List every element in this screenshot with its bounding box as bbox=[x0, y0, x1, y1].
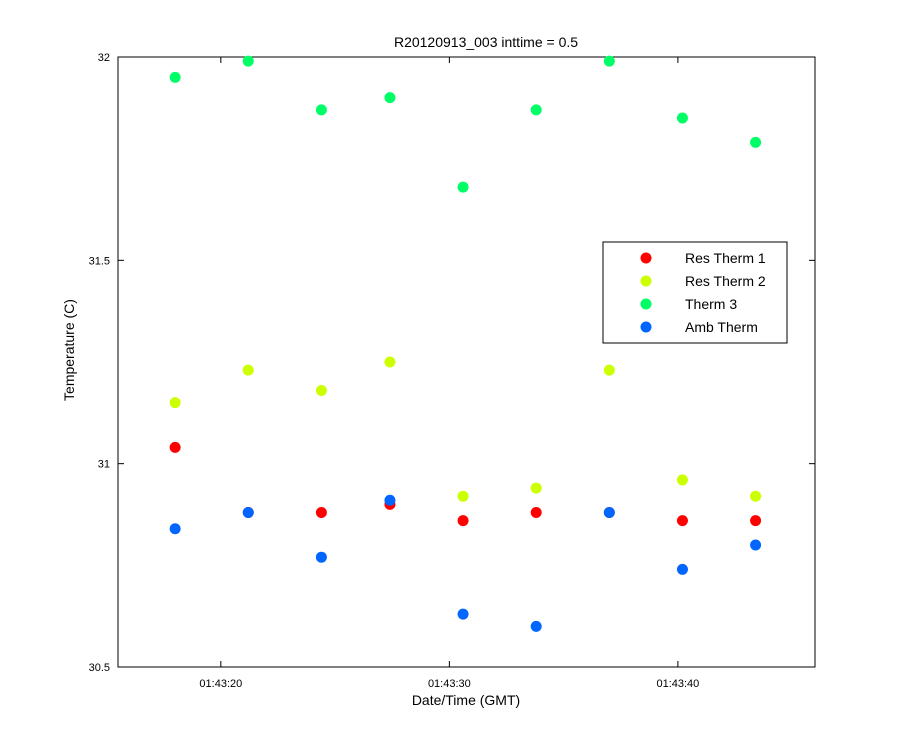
point-therm-3 bbox=[315, 104, 327, 116]
plot-area-frame bbox=[117, 56, 816, 668]
point-res-therm-1 bbox=[457, 515, 469, 527]
point-res-therm-2 bbox=[457, 490, 469, 502]
point-amb-therm bbox=[242, 506, 254, 518]
y-tick-label: 32 bbox=[98, 52, 110, 64]
point-amb-therm bbox=[315, 551, 327, 563]
y-axis-title: Temperature (C) bbox=[61, 299, 77, 401]
y-tick-label: 30.5 bbox=[89, 662, 110, 674]
point-therm-3 bbox=[242, 55, 254, 67]
legend-label-res-therm-2: Res Therm 2 bbox=[685, 273, 766, 289]
x-tick-label: 01:43:20 bbox=[199, 678, 242, 690]
point-therm-3 bbox=[603, 55, 615, 67]
x-tick-label: 01:43:30 bbox=[428, 678, 471, 690]
legend-marker-therm-3 bbox=[640, 298, 652, 310]
x-tick-label: 01:43:40 bbox=[656, 678, 699, 690]
legend-label-amb-therm: Amb Therm bbox=[685, 319, 758, 335]
point-res-therm-2 bbox=[315, 384, 327, 396]
y-axis-ticks: 30.5 31 31.5 32 bbox=[89, 52, 815, 674]
point-res-therm-1 bbox=[530, 506, 542, 518]
legend: Res Therm 1 Res Therm 2 Therm 3 Amb Therm bbox=[602, 241, 788, 344]
point-res-therm-1 bbox=[676, 515, 688, 527]
series-res-therm-2 bbox=[169, 356, 762, 502]
point-therm-3 bbox=[676, 112, 688, 124]
point-res-therm-1 bbox=[750, 515, 762, 527]
point-amb-therm bbox=[169, 523, 181, 535]
point-res-therm-2 bbox=[169, 397, 181, 409]
series-therm-3 bbox=[169, 55, 762, 193]
x-axis-title: Date/Time (GMT) bbox=[412, 692, 520, 708]
series-amb-therm bbox=[169, 494, 762, 632]
point-res-therm-2 bbox=[384, 356, 396, 368]
series-res-therm-1 bbox=[169, 441, 762, 527]
legend-marker-amb-therm bbox=[640, 321, 652, 333]
y-tick-label: 31 bbox=[98, 459, 110, 471]
point-amb-therm bbox=[384, 494, 396, 506]
point-amb-therm bbox=[676, 563, 688, 575]
chart-title: R20120913_003 inttime = 0.5 bbox=[394, 34, 578, 50]
legend-label-therm-3: Therm 3 bbox=[685, 296, 737, 312]
data-points bbox=[169, 55, 762, 632]
point-therm-3 bbox=[169, 71, 181, 83]
point-res-therm-2 bbox=[603, 364, 615, 376]
x-axis-ticks: 01:43:20 01:43:30 01:43:40 bbox=[199, 57, 699, 690]
point-therm-3 bbox=[384, 92, 396, 104]
point-res-therm-2 bbox=[676, 474, 688, 486]
point-amb-therm bbox=[603, 506, 615, 518]
point-res-therm-2 bbox=[242, 364, 254, 376]
point-therm-3 bbox=[750, 136, 762, 148]
point-amb-therm bbox=[750, 539, 762, 551]
y-tick-label: 31.5 bbox=[89, 255, 110, 267]
point-res-therm-1 bbox=[315, 506, 327, 518]
legend-marker-res-therm-1 bbox=[640, 252, 652, 264]
legend-box bbox=[602, 241, 788, 344]
legend-label-res-therm-1: Res Therm 1 bbox=[685, 250, 766, 266]
point-amb-therm bbox=[457, 608, 469, 620]
legend-marker-res-therm-2 bbox=[640, 275, 652, 287]
point-res-therm-2 bbox=[530, 482, 542, 494]
point-therm-3 bbox=[530, 104, 542, 116]
point-therm-3 bbox=[457, 181, 469, 193]
point-res-therm-2 bbox=[750, 490, 762, 502]
point-amb-therm bbox=[530, 620, 542, 632]
point-res-therm-1 bbox=[169, 441, 181, 453]
